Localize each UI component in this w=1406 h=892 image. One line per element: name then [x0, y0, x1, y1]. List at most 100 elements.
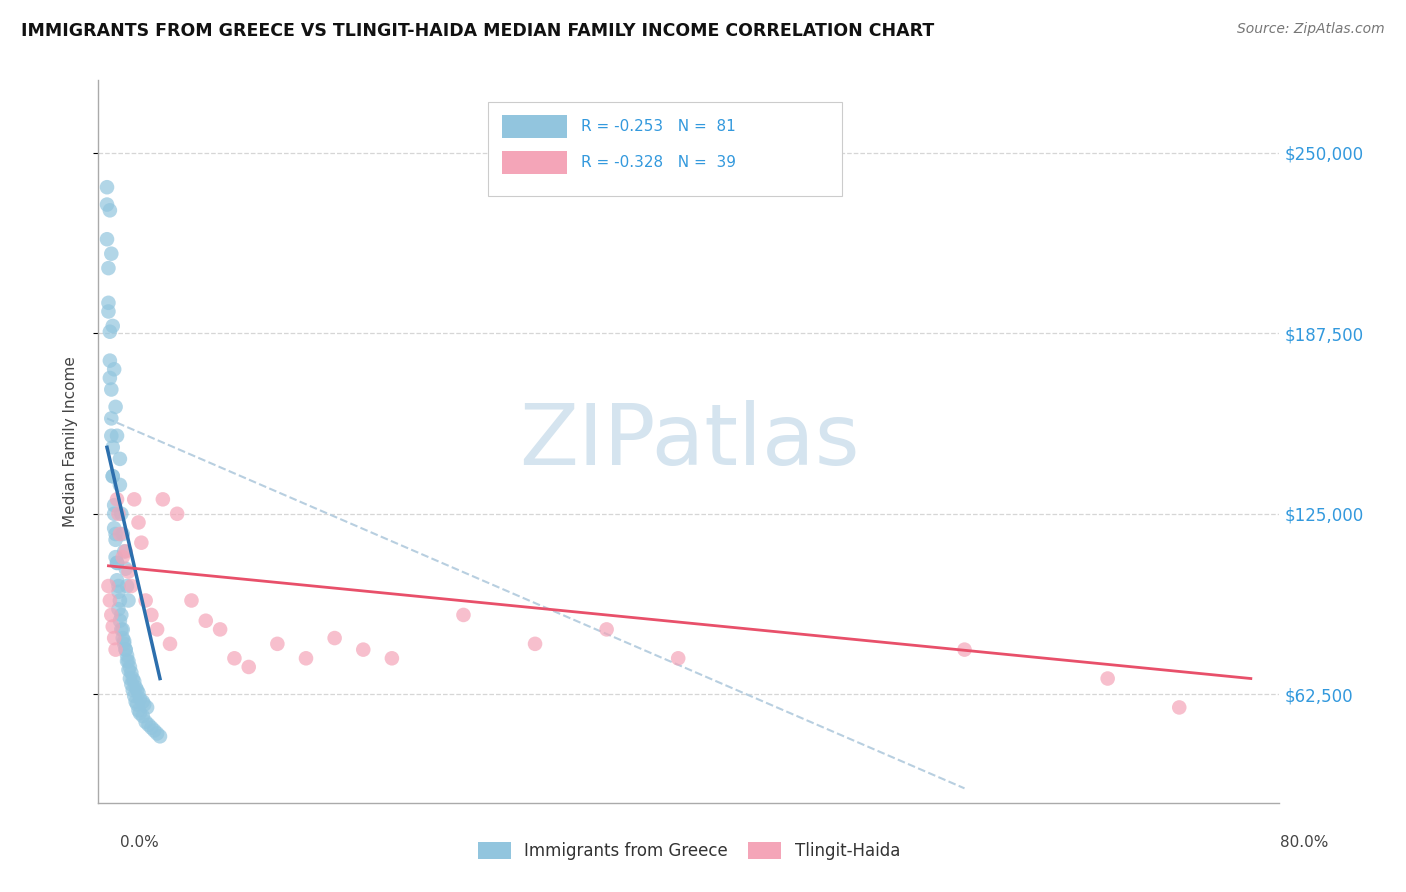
Point: [128, 703, 150, 717]
Point: [295, 651, 318, 665]
Point: [100, 429, 122, 443]
Point: [120, 665, 142, 680]
Text: Source: ZipAtlas.com: Source: ZipAtlas.com: [1237, 22, 1385, 37]
Point: [136, 700, 159, 714]
Point: [143, 723, 166, 738]
Point: [146, 726, 169, 740]
Point: [117, 654, 139, 668]
Point: [141, 721, 163, 735]
Text: 80.0%: 80.0%: [1281, 836, 1329, 850]
Point: [266, 637, 288, 651]
Point: [112, 634, 135, 648]
Point: [120, 677, 142, 691]
Text: IMMIGRANTS FROM GREECE VS TLINGIT-HAIDA MEDIAN FAMILY INCOME CORRELATION CHART: IMMIGRANTS FROM GREECE VS TLINGIT-HAIDA …: [21, 22, 935, 40]
Point: [194, 614, 217, 628]
Point: [224, 651, 246, 665]
Point: [100, 383, 122, 397]
Point: [105, 556, 128, 570]
Point: [125, 698, 148, 712]
Point: [118, 660, 141, 674]
Point: [120, 579, 142, 593]
Point: [135, 714, 157, 729]
Point: [121, 683, 143, 698]
Point: [138, 718, 160, 732]
Point: [103, 631, 125, 645]
Point: [108, 593, 131, 607]
Point: [104, 550, 127, 565]
Point: [96, 197, 118, 211]
Point: [128, 686, 150, 700]
Y-axis label: Median Family Income: Median Family Income: [63, 356, 77, 527]
FancyBboxPatch shape: [502, 115, 567, 138]
Point: [124, 695, 146, 709]
Point: [100, 607, 122, 622]
FancyBboxPatch shape: [488, 102, 842, 196]
Point: [114, 544, 136, 558]
Point: [180, 593, 202, 607]
Point: [103, 498, 125, 512]
Point: [104, 642, 127, 657]
Point: [152, 492, 174, 507]
Point: [112, 544, 135, 558]
Point: [146, 623, 169, 637]
Point: [96, 180, 118, 194]
Point: [107, 584, 129, 599]
Point: [953, 642, 976, 657]
Point: [103, 507, 125, 521]
Point: [108, 614, 131, 628]
Point: [97, 261, 120, 276]
Point: [97, 304, 120, 318]
Point: [110, 623, 132, 637]
Point: [105, 556, 128, 570]
Text: 0.0%: 0.0%: [120, 836, 159, 850]
Point: [96, 232, 118, 246]
Point: [101, 469, 124, 483]
Point: [101, 469, 124, 483]
Point: [98, 325, 121, 339]
Text: R = -0.328   N =  39: R = -0.328 N = 39: [582, 155, 737, 170]
Point: [104, 400, 127, 414]
Point: [100, 411, 122, 425]
Point: [111, 631, 134, 645]
Point: [111, 623, 134, 637]
Point: [453, 607, 475, 622]
Point: [134, 698, 156, 712]
Point: [110, 507, 132, 521]
Point: [98, 203, 121, 218]
Point: [131, 535, 153, 549]
Point: [98, 371, 121, 385]
Point: [159, 637, 181, 651]
Text: R = -0.253   N =  81: R = -0.253 N = 81: [582, 119, 737, 134]
Point: [105, 429, 128, 443]
Point: [108, 451, 131, 466]
Point: [101, 440, 124, 454]
Point: [107, 579, 129, 593]
Point: [128, 516, 150, 530]
Point: [105, 492, 128, 507]
Point: [124, 680, 146, 694]
Point: [323, 631, 346, 645]
Point: [166, 507, 188, 521]
Point: [1097, 672, 1119, 686]
Point: [108, 527, 131, 541]
Point: [104, 527, 127, 541]
Point: [117, 565, 139, 579]
Point: [108, 478, 131, 492]
Point: [111, 550, 134, 565]
Point: [112, 637, 135, 651]
Point: [141, 607, 163, 622]
Point: [115, 654, 138, 668]
Point: [122, 674, 145, 689]
Point: [101, 619, 124, 633]
Point: [209, 623, 232, 637]
Point: [115, 648, 138, 663]
Point: [100, 246, 122, 260]
Point: [114, 642, 136, 657]
FancyBboxPatch shape: [502, 151, 567, 174]
Point: [98, 593, 121, 607]
Point: [107, 507, 129, 521]
Point: [121, 672, 143, 686]
Text: ZIPatlas: ZIPatlas: [519, 400, 859, 483]
Point: [129, 691, 152, 706]
Point: [381, 651, 404, 665]
